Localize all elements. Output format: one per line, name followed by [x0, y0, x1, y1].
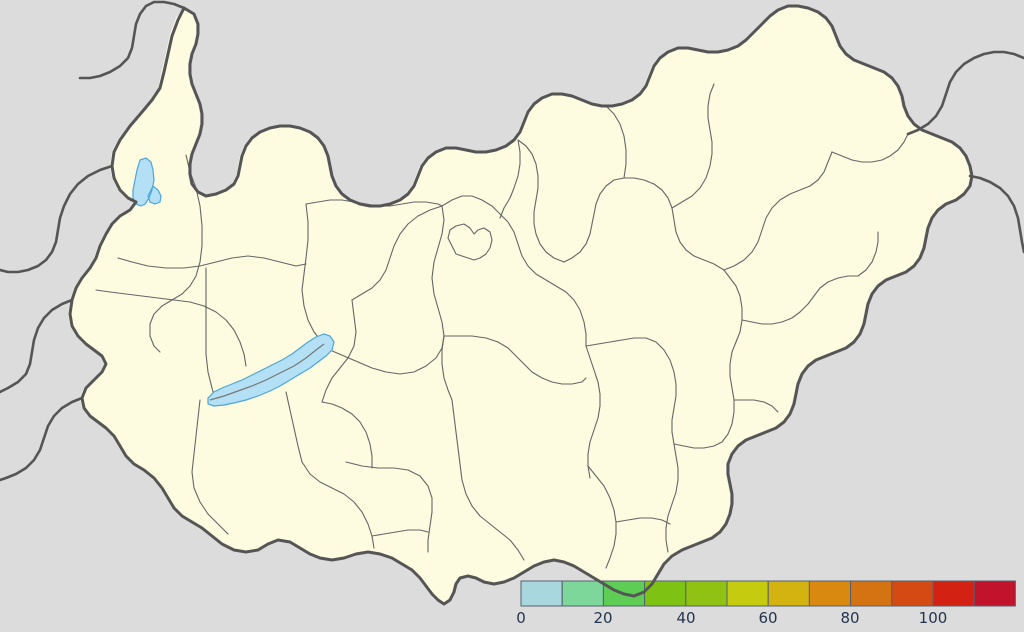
- legend-tick-label-80: 80: [840, 609, 859, 627]
- water-layer: [132, 157, 335, 407]
- lake-ferto: [132, 157, 162, 207]
- county-border-layer: [95, 83, 909, 569]
- county-border: [321, 299, 357, 403]
- legend-band-10[interactable]: [932, 580, 975, 607]
- county-border: [345, 461, 433, 553]
- county-border: [451, 399, 525, 561]
- county-border: [673, 269, 743, 449]
- neighbor-border-ukraine: [906, 50, 1024, 136]
- county-border: [615, 517, 671, 525]
- county-border: [205, 267, 217, 403]
- legend-band-7[interactable]: [808, 580, 852, 607]
- legend-tick-labels: 0 20 40 60 80 100: [516, 609, 947, 627]
- county-border: [585, 337, 677, 445]
- county-border: [441, 335, 453, 401]
- county-border: [665, 443, 679, 553]
- county-border-over-lake: [209, 343, 325, 401]
- neighbor-border-slovenia: [0, 298, 74, 394]
- legend-tick-label-20: 20: [593, 609, 612, 627]
- legend-band-8[interactable]: [850, 580, 893, 607]
- neighbor-border-croatia-west: [0, 396, 84, 482]
- legend-band-4[interactable]: [685, 580, 728, 607]
- county-border: [517, 139, 565, 263]
- county-border: [117, 255, 307, 269]
- land-layer: [68, 6, 970, 604]
- national-border-layer: [0, 0, 1024, 606]
- county-border: [563, 177, 725, 271]
- country-landmass: [68, 6, 970, 604]
- legend-band-0[interactable]: [520, 580, 563, 607]
- county-border: [351, 205, 443, 301]
- legend-tick-label-0: 0: [516, 609, 526, 627]
- county-border: [285, 391, 375, 549]
- legend-tick-label-100: 100: [919, 609, 948, 627]
- county-border: [441, 195, 587, 347]
- legend-tick-label-40: 40: [676, 609, 695, 627]
- legend-band-11[interactable]: [973, 580, 1016, 607]
- color-scale-legend[interactable]: 0 20 40 60 80 100: [516, 580, 1016, 627]
- county-border: [499, 139, 521, 219]
- county-border: [857, 231, 879, 277]
- county-border: [831, 133, 909, 163]
- county-border: [149, 154, 203, 353]
- county-border: [741, 275, 859, 325]
- county-border-budapest: [447, 223, 493, 261]
- county-border: [605, 105, 627, 179]
- legend-band-5[interactable]: [726, 580, 769, 607]
- neighbor-border-romania-east: [968, 174, 1024, 254]
- county-border: [371, 529, 429, 537]
- county-border: [95, 289, 247, 367]
- county-border: [443, 335, 587, 385]
- county-border: [733, 399, 779, 413]
- neighbor-border-austria: [0, 164, 114, 274]
- county-border: [585, 345, 601, 479]
- county-border: [587, 465, 617, 569]
- county-border: [321, 401, 373, 469]
- county-border: [301, 203, 331, 351]
- county-border: [191, 399, 229, 535]
- county-border: [671, 83, 715, 209]
- legend-bands[interactable]: [520, 580, 1016, 607]
- legend-band-1[interactable]: [561, 580, 604, 607]
- national-border-outline: [68, 4, 974, 606]
- legend-band-9[interactable]: [891, 580, 934, 607]
- lake-balaton: [207, 333, 335, 407]
- neighbor-border-north-austria: [78, 0, 186, 80]
- county-border: [723, 151, 833, 271]
- legend-band-6[interactable]: [767, 580, 810, 607]
- legend-tick-label-60: 60: [758, 609, 777, 627]
